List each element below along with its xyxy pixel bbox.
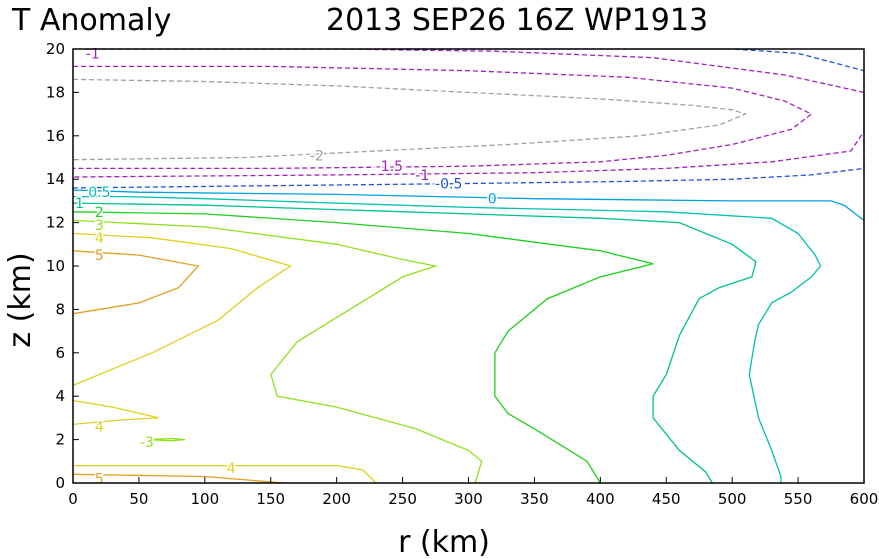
x-tick-label-4: 200 — [322, 490, 351, 508]
y-tick-label-9: 18 — [46, 83, 65, 101]
contour-line-0 — [72, 78, 748, 161]
contour-line-1 — [73, 65, 813, 170]
contour-label-5: 0 — [488, 192, 497, 208]
contour-line-10 — [72, 250, 200, 315]
contour-line-12 — [145, 437, 186, 442]
x-axis-label: r (km) — [398, 525, 490, 559]
y-tick-label-8: 16 — [46, 127, 65, 145]
x-axis: 0 50 100 150 200 250 300 350 400 450 500 550 600 — [68, 477, 878, 508]
contour-line-5 — [73, 195, 822, 483]
x-tick-label-2: 100 — [191, 490, 220, 508]
contour-label-9: 3 — [95, 218, 104, 234]
chart-title-left: T Anomaly — [11, 3, 171, 38]
contour-label-4: -0.5 — [435, 177, 462, 193]
contour-label-1: -2 — [310, 148, 324, 164]
y-tick-label-3: 6 — [55, 344, 65, 362]
x-tick-label-6: 300 — [454, 490, 483, 508]
contour-line-8 — [72, 219, 483, 484]
contour-line-11 — [72, 399, 159, 426]
contour-label-13: -3 — [140, 435, 154, 451]
contour-line-3 — [72, 48, 865, 189]
contour-label-15: 5 — [95, 472, 104, 488]
contour-line-9 — [72, 232, 293, 387]
contour-label-8: 2 — [95, 205, 104, 221]
y-tick-label-1: 2 — [55, 431, 65, 449]
y-tick-label-7: 14 — [46, 170, 65, 188]
contour-line-6 — [72, 202, 757, 484]
y-tick-label-4: 8 — [55, 300, 65, 318]
y-axis-label: z (km) — [3, 252, 38, 347]
y-axis: 0 2 4 6 8 10 12 14 16 18 20 — [46, 40, 79, 492]
contour-label-3: -1 — [415, 168, 429, 184]
contour-line-7 — [72, 211, 654, 484]
x-tick-label-12: 600 — [850, 490, 879, 508]
x-tick-label-11: 550 — [784, 490, 813, 508]
contour-label-14: 4 — [227, 461, 236, 477]
contour-label-10: 4 — [95, 231, 104, 247]
contour-label-12: 4 — [95, 420, 104, 436]
x-tick-label-10: 500 — [718, 490, 747, 508]
y-tick-label-6: 12 — [46, 214, 65, 232]
y-tick-label-2: 4 — [55, 387, 65, 405]
contour-label-7: 1 — [75, 196, 84, 212]
x-tick-label-3: 150 — [256, 490, 285, 508]
x-tick-label-8: 400 — [586, 490, 615, 508]
contour-label-6: 0.5 — [88, 185, 110, 201]
y-tick-label-10: 20 — [46, 40, 65, 58]
x-tick-label-1: 50 — [129, 490, 148, 508]
x-tick-label-0: 0 — [68, 490, 78, 508]
y-tick-label-5: 10 — [46, 257, 65, 275]
contour-line-2 — [72, 48, 865, 178]
y-tick-label-0: 0 — [55, 474, 65, 492]
contour-lines — [72, 48, 865, 484]
x-tick-label-7: 350 — [520, 490, 549, 508]
chart-title-right: 2013 SEP26 16Z WP1913 — [326, 3, 708, 38]
contour-line-14 — [72, 473, 284, 484]
x-tick-label-9: 450 — [652, 490, 681, 508]
contour-line-13 — [73, 464, 377, 484]
x-tick-label-5: 250 — [388, 490, 417, 508]
contour-label-2: -1.5 — [376, 159, 403, 175]
contour-line-4 — [72, 189, 865, 221]
contour-label-11: 5 — [95, 248, 104, 264]
